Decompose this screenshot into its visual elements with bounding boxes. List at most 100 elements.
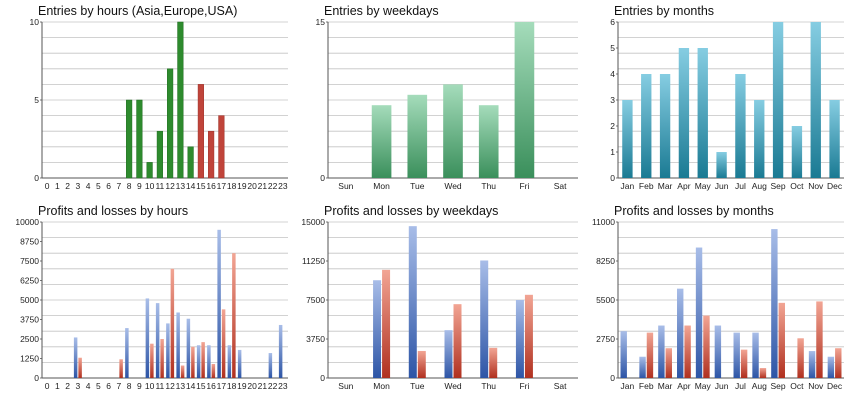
profit-bar (217, 229, 221, 378)
loss-bar (211, 363, 216, 378)
chart-title: Entries by weekdays (324, 4, 439, 18)
x-tick-label: Sat (554, 381, 567, 391)
x-tick-label: 1 (55, 381, 60, 391)
x-tick-label: Thu (481, 181, 496, 191)
bars (126, 21, 225, 179)
loss-bar (646, 332, 654, 378)
x-tick-label: Oct (790, 181, 804, 191)
x-tick-label: Wed (444, 181, 462, 191)
y-tick-label: 8750 (20, 237, 39, 247)
profit-bar (237, 349, 242, 378)
profit-bar (695, 247, 703, 378)
profit-bar (639, 356, 646, 378)
x-tick-label: 23 (278, 381, 288, 391)
loss-bar (665, 348, 672, 378)
bar (208, 130, 215, 179)
gridlines (328, 221, 578, 379)
profit-bar (145, 298, 150, 378)
loss-bar (119, 359, 123, 378)
gridlines (618, 21, 844, 179)
chart-title: Entries by hours (Asia,Europe,USA) (38, 4, 238, 18)
loss-bar (221, 309, 226, 378)
bar (641, 74, 652, 178)
x-tick-label: 5 (96, 381, 101, 391)
x-tick-label: 18 (227, 381, 237, 391)
x-tick-label: 6 (106, 381, 111, 391)
x-tick-label: 16 (206, 181, 216, 191)
bar (407, 94, 428, 178)
y-tick-label: 0 (320, 173, 325, 183)
x-tick-label: 17 (217, 381, 227, 391)
y-tick-label: 8250 (596, 256, 615, 266)
x-tick-label: 13 (176, 381, 186, 391)
x-tick-label: 1 (55, 181, 60, 191)
loss-bar (489, 347, 498, 378)
y-tick-label: 2750 (596, 334, 615, 344)
bar (197, 84, 204, 179)
x-tick-label: Jul (735, 381, 746, 391)
y-tick-label: 5500 (596, 295, 615, 305)
x-tick-label: 20 (247, 181, 257, 191)
bar (187, 146, 194, 179)
y-tick-label: 11000 (592, 217, 615, 227)
bar (478, 105, 499, 178)
x-tick-label: 10 (145, 181, 155, 191)
loss-bar (191, 346, 195, 378)
x-tick-label: Feb (639, 181, 654, 191)
bars (371, 22, 535, 178)
x-tick-label: 17 (217, 181, 227, 191)
bar (697, 48, 708, 178)
loss-bar (703, 315, 710, 378)
x-tick-label: Sep (771, 381, 786, 391)
y-tick-label: 0 (34, 173, 39, 183)
profit-bar (196, 345, 201, 378)
y-tick-label: 15 (316, 17, 326, 27)
chart-title: Profits and losses by weekdays (324, 204, 499, 218)
x-tick-label: Fri (519, 381, 529, 391)
profit-bar (658, 325, 665, 378)
bars (73, 229, 283, 378)
x-tick-label: Sun (338, 181, 353, 191)
bars (620, 229, 842, 378)
pl-by-weekdays-chart: Profits and losses by weekdays 0 3750 7500… (301, 200, 584, 400)
profit-bar (677, 288, 684, 378)
pl-by-months-chart: Profits and losses by months 0 2750 5500 82… (592, 200, 860, 400)
loss-bar (170, 268, 175, 378)
loss-bar (835, 348, 842, 378)
y-tick-label: 0 (320, 373, 325, 383)
bar (443, 84, 463, 178)
entries-by-months-chart: Entries by months 0 1 2 3 4 5 6 Jan Feb Mar Apr May… (610, 0, 860, 200)
x-tick-label: 3 (76, 381, 81, 391)
x-tick-label: 14 (186, 181, 196, 191)
entries-by-months-plot: 0 1 2 3 4 5 6 Jan Feb Mar Apr May Jun Jul Aug Sep Oct Nov… (610, 17, 844, 191)
x-tick-label: 11 (155, 381, 164, 391)
profit-bar (278, 324, 283, 378)
loss-bar (417, 350, 426, 378)
profit-bar (752, 332, 759, 378)
y-tick-label: 1 (610, 147, 615, 157)
loss-bar (684, 325, 691, 378)
y-tick-label: 1250 (20, 354, 39, 364)
x-tick-label: Nov (808, 181, 824, 191)
x-tick-label: 3 (76, 181, 81, 191)
x-tick-label: 21 (258, 181, 268, 191)
y-tick-label: 7500 (20, 256, 39, 266)
loss-bar (382, 269, 391, 378)
x-tick-label: Aug (752, 181, 767, 191)
x-tick-label: Thu (481, 381, 496, 391)
profit-bar (808, 351, 816, 378)
x-tick-label: Nov (808, 381, 824, 391)
bar (754, 100, 765, 178)
x-tick-label: 2 (65, 181, 70, 191)
x-tick-label: Dec (827, 181, 843, 191)
x-tick-label: 12 (165, 381, 175, 391)
chart-title: Profits and losses by hours (38, 204, 189, 218)
bar (829, 100, 840, 178)
entries-by-weekdays-chart: Entries by weekdays 0 15 Sun Mon Tue Wed Thu Fr… (316, 0, 584, 200)
profit-bar (373, 280, 382, 378)
x-tick-label: 21 (258, 381, 268, 391)
bar (177, 21, 184, 179)
loss-bar (740, 349, 748, 378)
